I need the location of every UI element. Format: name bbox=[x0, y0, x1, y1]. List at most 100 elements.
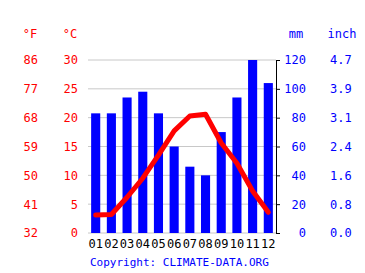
y2-alt-axis: 0.0 0.8 1.6 2.4 3.1 3.9 4.7 bbox=[330, 53, 352, 240]
tick-mark bbox=[276, 147, 280, 148]
grid bbox=[88, 60, 276, 233]
tick-label: 10 bbox=[64, 169, 78, 183]
tick: 25 bbox=[64, 82, 78, 96]
tick: 10 bbox=[230, 233, 244, 251]
grid-line bbox=[88, 175, 276, 176]
tick-mark bbox=[276, 233, 280, 234]
marks bbox=[91, 60, 273, 233]
tick-label: 3.1 bbox=[330, 111, 352, 125]
tick: 60 bbox=[276, 140, 306, 154]
tick-label: 5 bbox=[71, 198, 78, 212]
tick: 01 bbox=[88, 233, 102, 251]
tick-label: 3.9 bbox=[330, 82, 352, 96]
tick-label: 05 bbox=[151, 237, 165, 251]
tick: 2.4 bbox=[330, 140, 352, 154]
tick-label: 02 bbox=[104, 237, 118, 251]
tick-mark bbox=[276, 204, 280, 205]
grid-line bbox=[88, 233, 276, 234]
tick: 41 bbox=[24, 198, 38, 212]
tick-label: 0 bbox=[299, 226, 306, 240]
grid-line bbox=[88, 204, 276, 205]
bar bbox=[170, 147, 179, 234]
tick-label: 120 bbox=[284, 53, 306, 67]
tick: 03 bbox=[120, 233, 134, 251]
tick-label: 06 bbox=[167, 237, 181, 251]
tick: 0 bbox=[276, 226, 306, 240]
bar bbox=[154, 113, 163, 233]
axis-title: mm bbox=[289, 27, 303, 41]
tick-label: 4.7 bbox=[330, 53, 352, 67]
tick: 3.1 bbox=[330, 111, 352, 125]
tick: 40 bbox=[276, 169, 306, 183]
tick-label: 20 bbox=[292, 198, 306, 212]
tick-mark bbox=[276, 118, 280, 119]
tick-label: 08 bbox=[198, 237, 212, 251]
tick: 68 bbox=[24, 111, 38, 125]
tick: 09 bbox=[214, 233, 228, 251]
tick-label: 01 bbox=[88, 237, 102, 251]
tick-label: 15 bbox=[64, 140, 78, 154]
tick-mark bbox=[276, 89, 280, 90]
tick: 05 bbox=[151, 233, 165, 251]
tick-label: 0 bbox=[71, 226, 78, 240]
tick: 1.6 bbox=[330, 169, 352, 183]
tick-label: 32 bbox=[24, 226, 38, 240]
tick-label: 50 bbox=[24, 169, 38, 183]
tick-label: 80 bbox=[292, 111, 306, 125]
bar bbox=[185, 167, 194, 233]
y-axis: 0 5 10 15 20 25 30 bbox=[64, 53, 78, 240]
source: Copyright: CLIMATE-DATA.ORG bbox=[90, 256, 269, 269]
tick-label: 1.6 bbox=[330, 169, 352, 183]
tick: 10 bbox=[64, 169, 78, 183]
tick-label: 09 bbox=[214, 237, 228, 251]
y2-axis: 020406080100120 bbox=[276, 53, 306, 240]
bar bbox=[138, 92, 147, 233]
tick: 0.8 bbox=[330, 198, 352, 212]
tick-label: 07 bbox=[183, 237, 197, 251]
tick-label: 12 bbox=[261, 237, 275, 251]
tick-label: 68 bbox=[24, 111, 38, 125]
grid-line bbox=[88, 146, 276, 147]
tick-label: 59 bbox=[24, 140, 38, 154]
tick-label: 40 bbox=[292, 169, 306, 183]
tick: 50 bbox=[24, 169, 38, 183]
tick: 0 bbox=[71, 226, 78, 240]
tick: 07 bbox=[183, 233, 197, 251]
tick: 0.0 bbox=[330, 226, 352, 240]
tick-mark bbox=[276, 175, 280, 176]
tick: 02 bbox=[104, 233, 118, 251]
bar bbox=[123, 97, 132, 233]
tick-label: 20 bbox=[64, 111, 78, 125]
grid-line bbox=[88, 88, 276, 89]
axis-title: °F bbox=[23, 27, 37, 41]
tick: 11 bbox=[245, 233, 259, 251]
tick-label: 10 bbox=[230, 237, 244, 251]
tick: 06 bbox=[167, 233, 181, 251]
grid-line bbox=[88, 117, 276, 118]
tick: 30 bbox=[64, 53, 78, 67]
tick: 08 bbox=[198, 233, 212, 251]
tick: 32 bbox=[24, 226, 38, 240]
tick: 80 bbox=[276, 111, 306, 125]
tick-label: 41 bbox=[24, 198, 38, 212]
line bbox=[96, 114, 269, 215]
tick: 59 bbox=[24, 140, 38, 154]
bar bbox=[248, 60, 257, 233]
tick: 3.9 bbox=[330, 82, 352, 96]
tick-label: 25 bbox=[64, 82, 78, 96]
tick-label: 0.8 bbox=[330, 198, 352, 212]
tick: 86 bbox=[24, 53, 38, 67]
tick: 77 bbox=[24, 82, 38, 96]
tick: 20 bbox=[64, 111, 78, 125]
tick-label: 11 bbox=[245, 237, 259, 251]
bar bbox=[201, 175, 210, 233]
tick-label: 77 bbox=[24, 82, 38, 96]
tick-label: 0.0 bbox=[330, 226, 352, 240]
axis-title: inch bbox=[328, 27, 357, 41]
tick-label: 03 bbox=[120, 237, 134, 251]
tick: 4.7 bbox=[330, 53, 352, 67]
chart: 0510152025303241505968778602040608010012… bbox=[0, 0, 365, 273]
tick: 120 bbox=[276, 53, 306, 67]
tick: 04 bbox=[136, 233, 150, 251]
tick: 5 bbox=[71, 198, 78, 212]
